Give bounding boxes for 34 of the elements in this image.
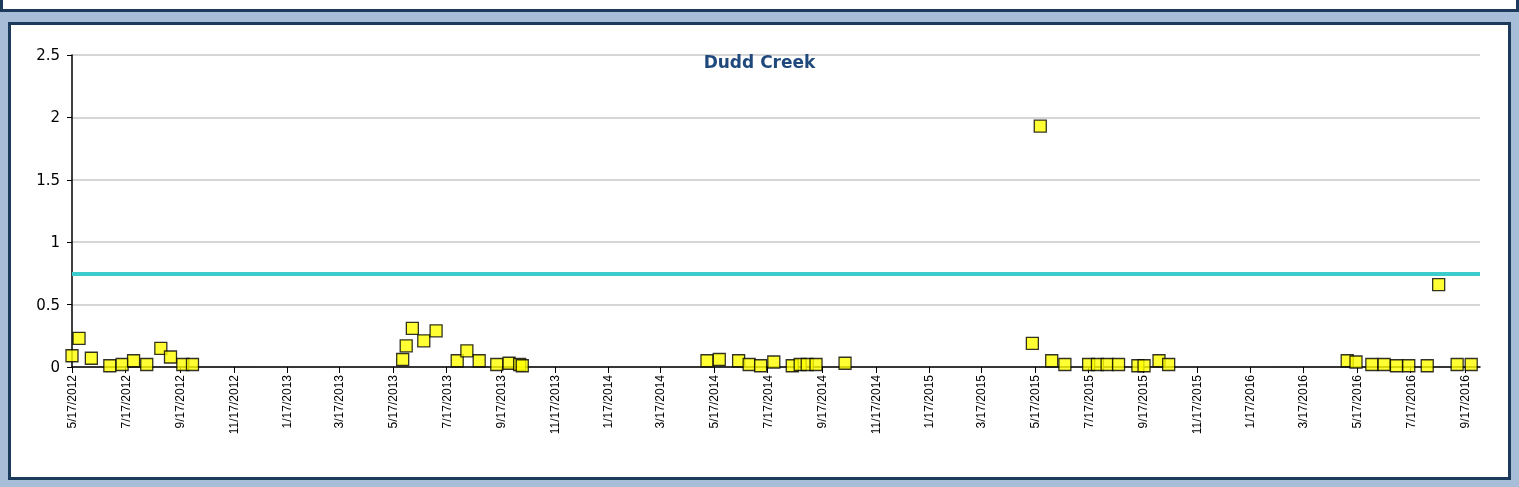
y-tick-label: 2: [50, 108, 60, 127]
y-tick-label: 2.5: [36, 46, 60, 64]
y-tick-label: 0.5: [36, 295, 60, 314]
x-tick-label: 7/17/2015: [1081, 374, 1096, 429]
x-tick-label: 1/17/2013: [280, 374, 295, 429]
x-tick-label: 9/17/2014: [815, 374, 830, 429]
x-tick-label: 5/17/2016: [1349, 374, 1364, 429]
x-tick-label: 1/17/2015: [922, 374, 937, 429]
y-tick-label: 1.5: [36, 170, 60, 189]
x-tick-label: 5/17/2014: [707, 374, 721, 429]
x-tick-label: 3/17/2016: [1296, 374, 1311, 429]
x-tick-label: 7/17/2013: [439, 374, 454, 429]
x-tick-label: 7/17/2016: [1403, 374, 1418, 429]
x-tick-label: 7/17/2014: [760, 374, 775, 429]
y-tick-label: 0: [50, 358, 60, 376]
chart-title: Dudd Creek: [703, 51, 817, 72]
x-tick-label: 7/17/2012: [118, 374, 133, 429]
x-tick-label: 11/17/2014: [868, 374, 883, 435]
x-tick-label: 9/17/2013: [494, 374, 509, 429]
x-tick-label: 9/17/2016: [1458, 374, 1473, 429]
y-tick-label: 1: [50, 233, 60, 252]
x-tick-label: 3/17/2014: [653, 374, 668, 429]
x-tick-label: 1/17/2016: [1243, 374, 1258, 429]
x-tick-label: 5/17/2012: [65, 374, 79, 429]
x-tick-label: 5/17/2015: [1028, 374, 1042, 429]
x-tick-label: 9/17/2012: [173, 374, 188, 429]
x-tick-label: 3/17/2015: [974, 374, 989, 429]
x-tick-label: 1/17/2014: [601, 374, 616, 429]
x-tick-label: 5/17/2013: [386, 374, 400, 429]
x-tick-label: 11/17/2013: [547, 374, 562, 435]
x-tick-label: 9/17/2015: [1136, 374, 1151, 429]
x-tick-label: 11/17/2015: [1189, 374, 1204, 435]
x-tick-label: 11/17/2012: [226, 374, 241, 435]
x-tick-label: 3/17/2013: [332, 374, 347, 429]
